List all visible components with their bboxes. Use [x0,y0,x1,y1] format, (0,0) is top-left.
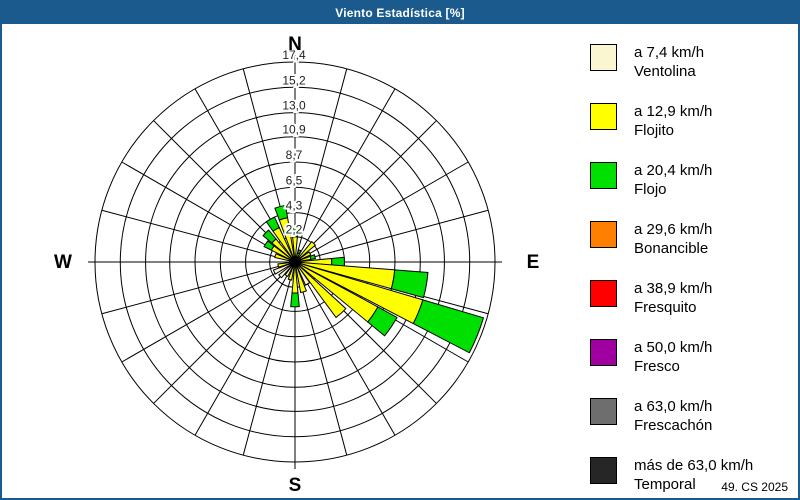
legend-speed-label: a 63,0 km/h [634,398,713,415]
compass-label: N [288,34,302,55]
legend-color-swatch [590,221,617,248]
legend-item: a 29,6 km/h Bonancible [590,221,790,258]
legend-speed-label: a 7,4 km/h [634,44,705,61]
ring-label: 17,4 [282,48,306,62]
ring-label: 13,0 [282,99,306,113]
compass-label: E [527,252,540,273]
ring-label: 10,9 [282,123,306,137]
legend-color-swatch [590,44,617,71]
compass-label: W [54,252,72,273]
compass-label: S [289,475,302,496]
legend-item: a 38,9 km/h Fresquito [590,280,790,317]
legend-item: más de 63,0 km/h Temporal [590,457,790,494]
legend-color-swatch [590,457,617,484]
legend-category-name: Flojo [634,181,667,198]
legend: a 7,4 km/h Ventolina a 12,9 km/h Flojito… [590,44,790,498]
legend-speed-label: a 12,9 km/h [634,103,713,120]
ring-label: 15,2 [282,73,306,87]
legend-color-swatch [590,162,617,189]
legend-speed-label: más de 63,0 km/h [634,457,754,474]
legend-item: a 63,0 km/h Frescachón [590,398,790,435]
legend-category-name: Frescachón [634,417,713,434]
legend-item: a 20,4 km/h Flojo [590,162,790,199]
title-bar: Viento Estadística [%] [2,2,798,24]
legend-category-name: Ventolina [634,63,696,80]
legend-category-name: Fresco [634,358,680,375]
legend-speed-label: a 38,9 km/h [634,280,713,297]
legend-category-name: Bonancible [634,240,709,257]
legend-speed-label: a 20,4 km/h [634,162,713,179]
legend-item: a 50,0 km/h Fresco [590,339,790,376]
legend-item: a 12,9 km/h Flojito [590,103,790,140]
legend-color-swatch [590,280,617,307]
ring-label: 8,7 [286,148,303,162]
ring-label: 6,5 [286,173,303,187]
legend-color-swatch [590,103,617,130]
legend-speed-label: a 29,6 km/h [634,221,713,238]
window-title: Viento Estadística [%] [335,6,465,20]
legend-category-name: Fresquito [634,299,697,316]
legend-item: a 7,4 km/h Ventolina [590,44,790,81]
legend-color-swatch [590,398,617,425]
legend-speed-label: a 50,0 km/h [634,339,713,356]
legend-category-name: Flojito [634,122,675,139]
ring-label: 2,2 [286,223,303,237]
footer-text: 49. CS 2025 [721,480,788,494]
legend-category-name: Temporal [634,476,696,493]
legend-color-swatch [590,339,617,366]
ring-label: 4,3 [286,199,303,213]
